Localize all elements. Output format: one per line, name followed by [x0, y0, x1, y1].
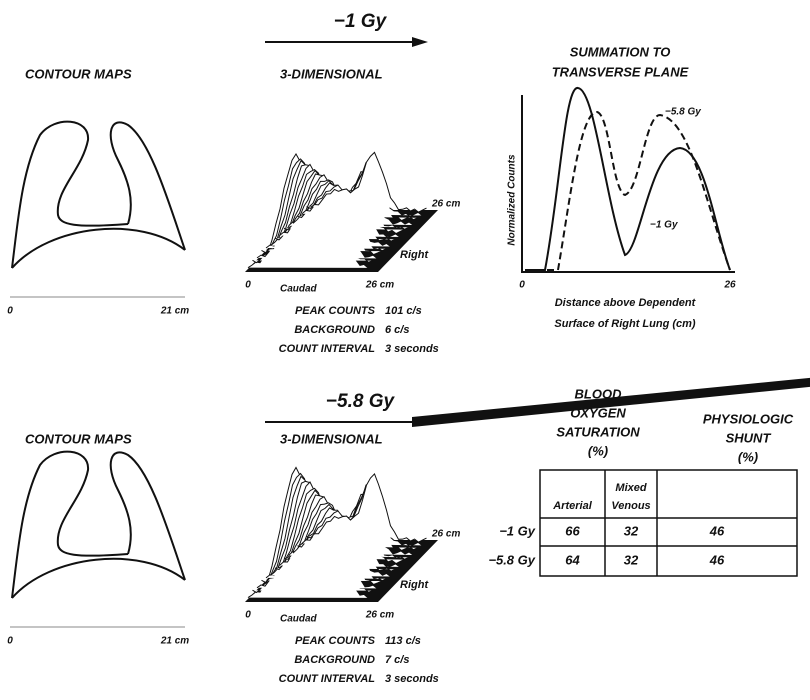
x-axis-label: Surface of Right Lung (cm)	[554, 318, 696, 330]
axis-depth-end: 26 cm	[431, 529, 460, 540]
axes	[522, 95, 735, 272]
figure: CONTOUR MAPS −1 Gy 3-DIMENSIONAL 0 21 cm 0 26 …	[0, 0, 810, 700]
lung-base	[12, 229, 185, 268]
condition-label: −1 Gy	[334, 11, 388, 32]
table-header: (%)	[738, 449, 758, 464]
scale-start: 0	[7, 306, 13, 317]
stat-value: 7 c/s	[385, 654, 409, 666]
table-subheader: Venous	[611, 500, 650, 512]
contour-map	[10, 122, 185, 297]
scale-end: 21 cm	[160, 636, 189, 647]
view-title: 3-DIMENSIONAL	[280, 66, 383, 81]
lung-right	[111, 452, 185, 580]
stat-label: BACKGROUND	[294, 654, 375, 666]
axis-x-end: 26 cm	[365, 280, 394, 291]
stat-label: PEAK COUNTS	[295, 305, 376, 317]
table-cell: 46	[709, 523, 725, 538]
arrow-head	[412, 37, 428, 47]
stat-label: COUNT INTERVAL	[279, 673, 376, 685]
right-label: Right	[400, 579, 429, 591]
contour-title: CONTOUR MAPS	[25, 66, 132, 81]
arrow-head	[412, 42, 810, 427]
y-axis-label: Normalized Counts	[507, 154, 518, 246]
view-title: 3-DIMENSIONAL	[280, 431, 383, 446]
table-subheader: Arterial	[552, 500, 592, 512]
axis-depth-end: 26 cm	[431, 199, 460, 210]
table-cell: 64	[565, 552, 580, 567]
table-subheader: Mixed	[615, 482, 646, 494]
table-cell: 66	[565, 523, 580, 538]
row-label: −1 Gy	[499, 523, 536, 538]
row-label: −5.8 Gy	[488, 552, 535, 567]
caudad-label: Caudad	[280, 614, 318, 625]
axis-origin: 0	[245, 610, 251, 621]
stat-value: 3 seconds	[385, 673, 439, 685]
x-start: 0	[519, 280, 525, 291]
contour-map	[10, 452, 185, 627]
table-header: OXYGEN	[570, 405, 626, 420]
table-cell: 32	[624, 523, 639, 538]
axis-x-end: 26 cm	[365, 610, 394, 621]
lung-right	[111, 122, 185, 250]
table-header: (%)	[588, 443, 608, 458]
right-label: Right	[400, 249, 429, 261]
stat-label: PEAK COUNTS	[295, 635, 376, 647]
curve-label: −5.8 Gy	[665, 107, 701, 118]
caudad-label: Caudad	[280, 284, 318, 295]
table-cell: 32	[624, 552, 639, 567]
summation-title: TRANSVERSE PLANE	[552, 64, 689, 79]
table-header: SHUNT	[726, 430, 772, 445]
stat-value: 3 seconds	[385, 343, 439, 355]
scale-start: 0	[7, 636, 13, 647]
curve-label: −1 Gy	[650, 220, 678, 231]
stat-value: 101 c/s	[385, 305, 422, 317]
stat-label: COUNT INTERVAL	[279, 343, 376, 355]
stat-label: BACKGROUND	[294, 324, 375, 336]
contour-title: CONTOUR MAPS	[25, 431, 132, 446]
summation-title: SUMMATION TO	[570, 44, 671, 59]
x-end: 26	[723, 280, 736, 291]
table-cell: 46	[709, 552, 725, 567]
stat-value: 6 c/s	[385, 324, 409, 336]
table-header: BLOOD	[575, 386, 623, 401]
lung-base	[12, 559, 185, 598]
table-header: SATURATION	[556, 424, 640, 439]
stat-value: 113 c/s	[385, 635, 421, 647]
axis-origin: 0	[245, 280, 251, 291]
table-header: PHYSIOLOGIC	[703, 411, 794, 426]
condition-label: −5.8 Gy	[326, 391, 396, 412]
scale-end: 21 cm	[160, 306, 189, 317]
x-axis-label: Distance above Dependent	[555, 297, 697, 309]
